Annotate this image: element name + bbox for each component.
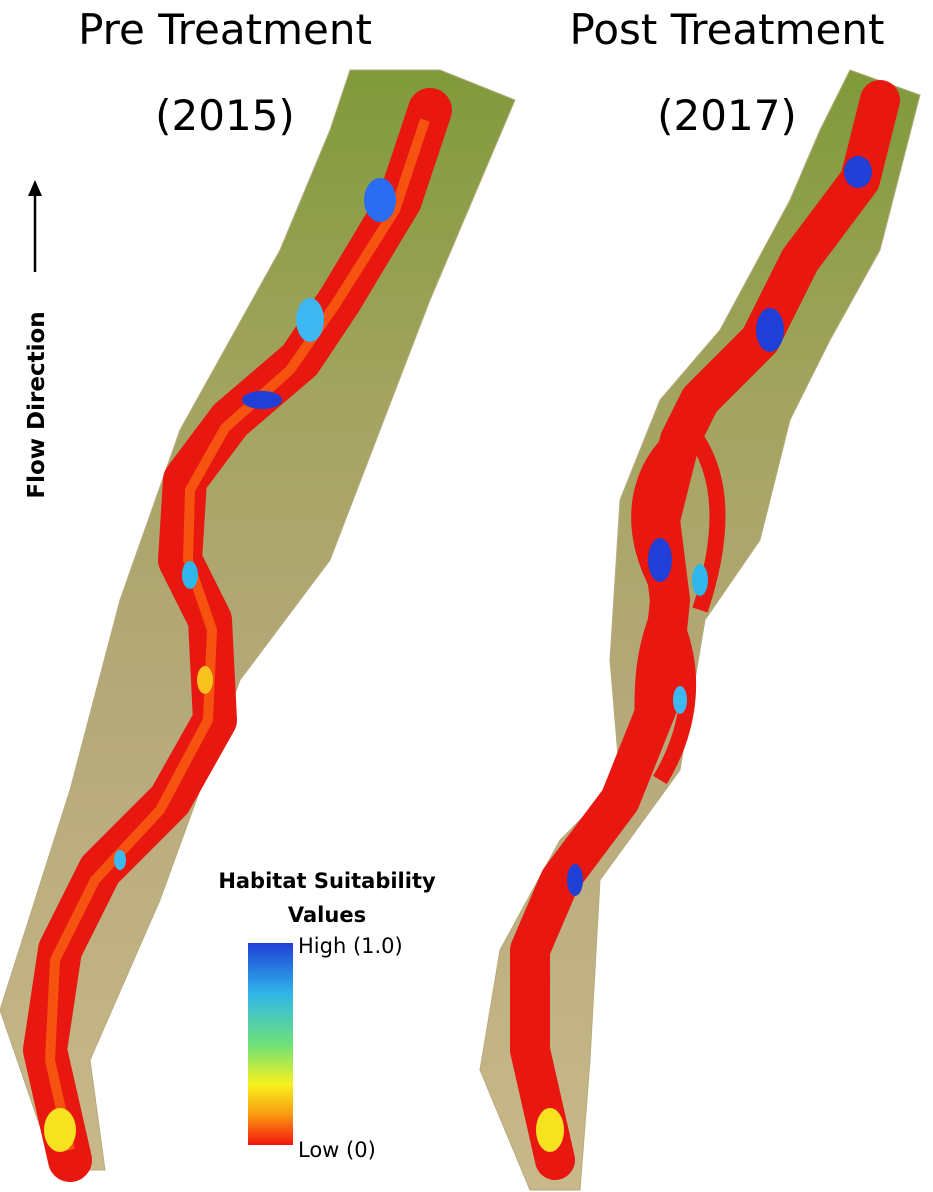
- figure: Pre Treatment (2015) Post Treatment (201…: [0, 0, 933, 1192]
- legend-high: High (1.0): [298, 934, 403, 958]
- legend-title: Values: [288, 903, 366, 927]
- flow-arrowhead: [28, 180, 42, 196]
- panel-title: Post Treatment: [570, 5, 885, 54]
- flow-label: Flow Direction: [24, 311, 50, 498]
- panel-year: (2015): [155, 91, 295, 140]
- legend-low: Low (0): [298, 1138, 376, 1162]
- panel-title: Pre Treatment: [78, 5, 372, 54]
- legend-scale: [248, 943, 293, 1145]
- legend-title: Habitat Suitability: [218, 869, 436, 893]
- panel-year: (2017): [657, 91, 797, 140]
